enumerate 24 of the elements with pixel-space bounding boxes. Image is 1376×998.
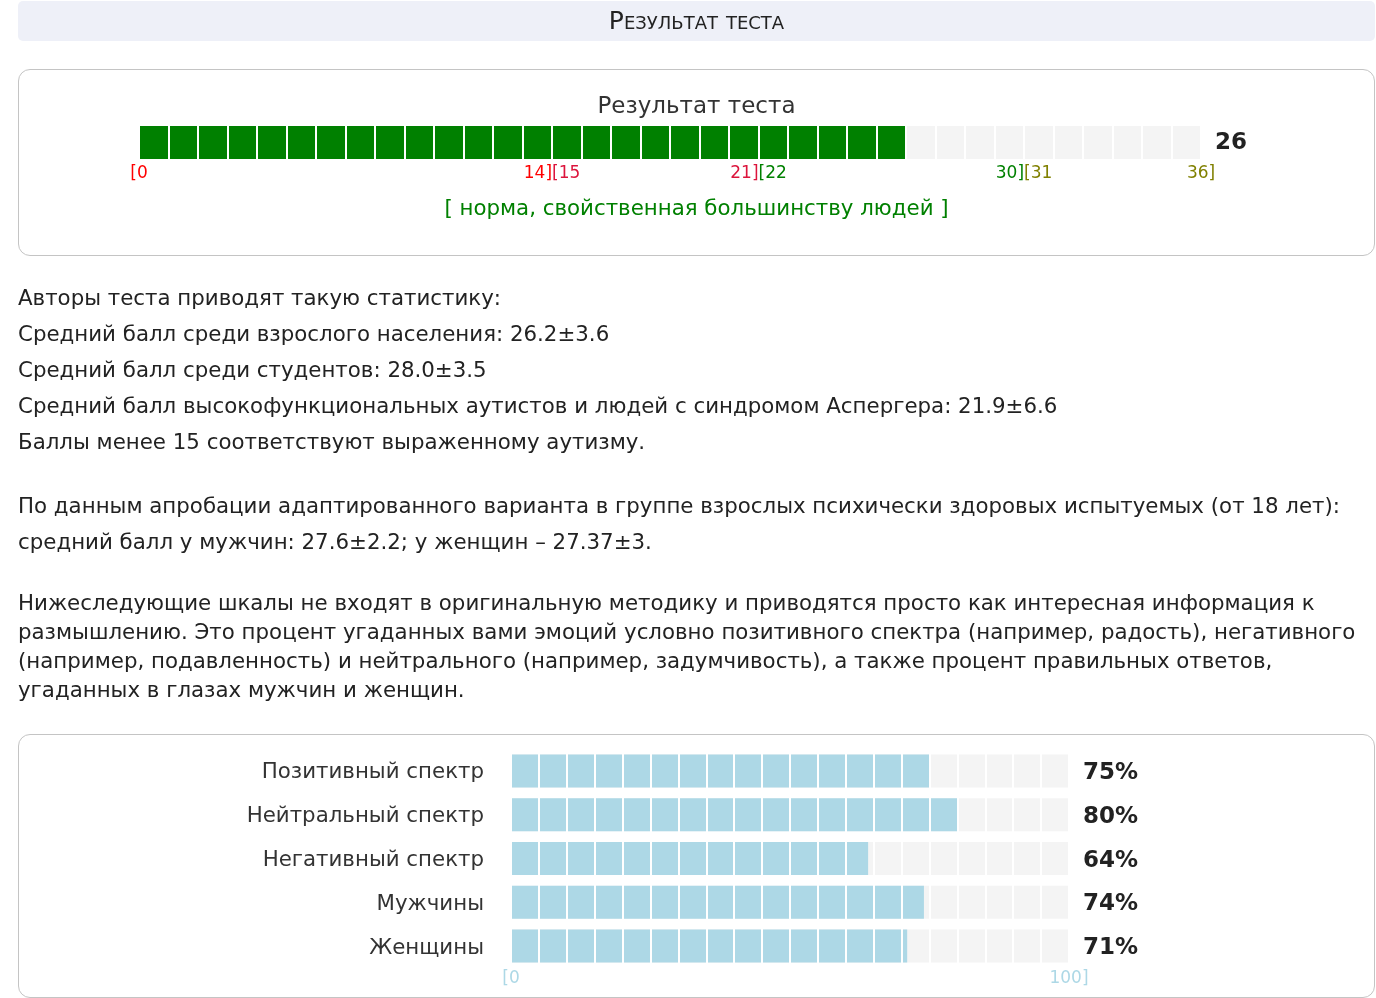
y-tick-label: Позитивный спектр: [261, 758, 484, 784]
x-tick-label: 21][22: [730, 161, 787, 182]
text: Нижеследующие шкалы не входят в оригинальную методику и приводятся просто как интересная информация к размышлению. Это процент угаданных вами эмоций условно позитивного спектра (например, радость), негативного (например, подавленность) и нейтрального (например, задумчивость), а также процент правильных ответов, угаданных в глазах мужчин и женщин.: [18, 589, 1357, 704]
text: 26: [1215, 128, 1248, 154]
x-tick-label: 30][31: [995, 161, 1053, 182]
data-label: 80%: [1083, 801, 1139, 828]
text: По данным апробации адаптированного варианта в группе взрослых психически здоровых испытуемых (от 18 лет): средний балл у мужчин: 27.6±2.2; у женщин – 27.37±3.: [18, 492, 1341, 556]
data-label: 71%: [1083, 933, 1139, 960]
y-tick-label: Женщины: [369, 933, 484, 959]
y-tick-label: Негативный спектр: [262, 846, 484, 871]
data-label: 74%: [1083, 889, 1139, 916]
text: [ норма, свойственная большинству людей ]: [444, 195, 949, 220]
text: Авторы теста приводят такую статистику: Средний балл среди взрослого населения: 26.2±3.6 Средний балл среди студентов: 28.0±3.5 Средний балл высокофункциональных аутистов и людей с синдромом Аспергера: 21.9±6.6 Баллы менее 15 соответствуют выраженному аутизму.: [18, 284, 1059, 456]
text: Результат теста: [18, 1, 1375, 41]
x-tick-label: [0: [502, 966, 520, 987]
x-tick-label: 14][15: [523, 161, 581, 182]
data-label: 64%: [1083, 845, 1139, 872]
y-tick-label: Мужчины: [376, 889, 484, 915]
x-tick-label: 100]: [1049, 966, 1089, 987]
y-tick-label: Нейтральный спектр: [246, 802, 484, 828]
x-tick-label: [0: [130, 161, 148, 182]
x-tick-label: 36]: [1186, 161, 1216, 182]
chart-title: Результат теста: [597, 91, 796, 118]
data-label: 75%: [1083, 757, 1139, 784]
